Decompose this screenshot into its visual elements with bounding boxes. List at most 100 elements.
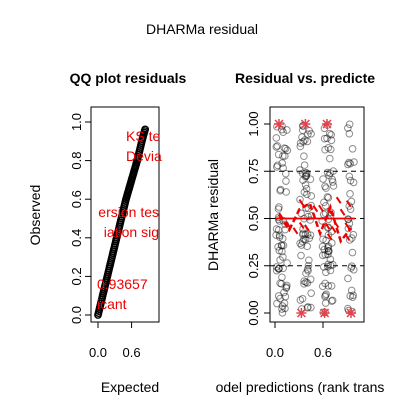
residual-outliers [274,119,356,318]
residual-point [348,248,357,257]
residual-point [327,130,335,139]
residual-point [323,134,331,143]
residual-outlier-marker [296,308,307,318]
residual-point [324,194,333,202]
residual-point [349,291,357,300]
residual-red-mark [345,200,352,208]
residual-point [321,202,330,210]
residual-point [344,124,352,132]
residual-point [281,225,289,234]
residual-outlier-marker [319,308,330,318]
residual-point [278,302,287,310]
qq-annotation: ersion tes [98,204,159,220]
residual-point [320,245,329,254]
residual-red-mark [326,207,333,215]
residual-point [278,305,286,313]
residual-point [326,266,335,275]
residual-point [276,279,284,287]
residual-point [298,169,307,178]
residual-point [324,231,333,239]
residual-point [324,250,332,259]
residual-point [324,282,333,290]
residual-point [326,169,334,177]
residual-point [281,169,290,178]
residual-point [304,303,312,311]
qq-annotation: 0.93657 [97,276,148,292]
residual-point [300,280,308,288]
outlier-stroke [274,119,284,129]
residual-point [275,264,283,273]
residual-point [278,273,286,282]
residual-point [304,130,312,139]
residual-point [307,192,316,200]
residual-point [274,150,283,159]
residual-x-tick-label: 0.0 [266,345,284,360]
residual-point [275,264,283,273]
residual-point [318,282,327,291]
residual-point [272,134,281,142]
residual-point [273,161,282,170]
residual-point [272,263,281,271]
residual-point [296,296,305,304]
residual-point [304,261,313,270]
qq-y-tick-label: 0.6 [69,190,84,208]
outlier-stroke [320,308,330,318]
residual-point [303,230,312,238]
qq-annotation: Devia [126,148,162,164]
residual-outlier-marker [322,119,332,129]
residual-point [280,299,289,307]
residual-point [303,265,312,273]
residual-point [272,143,281,151]
residual-point [328,178,337,186]
residual-quantile-curves [275,196,355,244]
qq-annotation: KS te [126,128,160,144]
residual-panel: Residual vs. predicte 0.00 0.25 0.50 0.75 1.… [205,70,384,395]
residual-title: Residual vs. predicte [235,70,375,86]
residual-xlabel: odel predictions (rank trans [216,379,385,395]
residual-point [296,139,305,147]
qq-y-tick-labels: 0.0 0.2 0.4 0.6 0.8 1.0 [69,113,91,324]
residual-point [347,286,356,295]
residual-point [301,172,310,181]
residual-point [325,154,334,163]
residual-point [344,224,353,233]
residual-point [274,265,283,273]
residual-plot-box [269,106,365,323]
residual-point [279,128,287,137]
residual-point [278,234,287,243]
residual-point [303,137,312,146]
residual-point [347,262,356,270]
qq-xlabel: Expected [101,379,159,395]
residual-point [303,242,311,251]
residual-point [305,234,314,243]
residual-point [321,279,329,288]
residual-outlier-marker [346,308,356,318]
residual-point [327,136,336,145]
residual-point [346,190,354,198]
residual-point [321,182,329,191]
qq-y-tick-label: 0.8 [69,152,84,170]
residual-point [283,259,291,267]
outlier-stroke [296,308,306,318]
residual-point [299,230,307,239]
residual-red-mark [344,233,351,241]
residual-point [322,236,330,245]
residual-point [324,224,332,232]
qq-panel: QQ plot residuals 0.0 0.2 0.4 0.6 0.8 1.0 0.0… [27,70,187,395]
residual-point [329,260,337,269]
residual-point [321,291,330,300]
residual-point [307,303,315,312]
residual-point [345,236,354,244]
residual-point [274,205,283,213]
residual-point [326,255,335,264]
residual-red-mark [344,222,351,230]
residual-y-tick-labels: 0.00 0.25 0.50 0.75 1.00 [246,111,270,326]
residual-point [302,278,310,286]
residual-point [322,290,330,299]
residual-point [324,244,332,252]
residual-point [350,158,358,166]
residual-point [301,230,310,239]
residual-point [304,212,312,221]
residual-point [346,176,355,185]
residual-y-tick-label: 0.50 [246,206,261,231]
